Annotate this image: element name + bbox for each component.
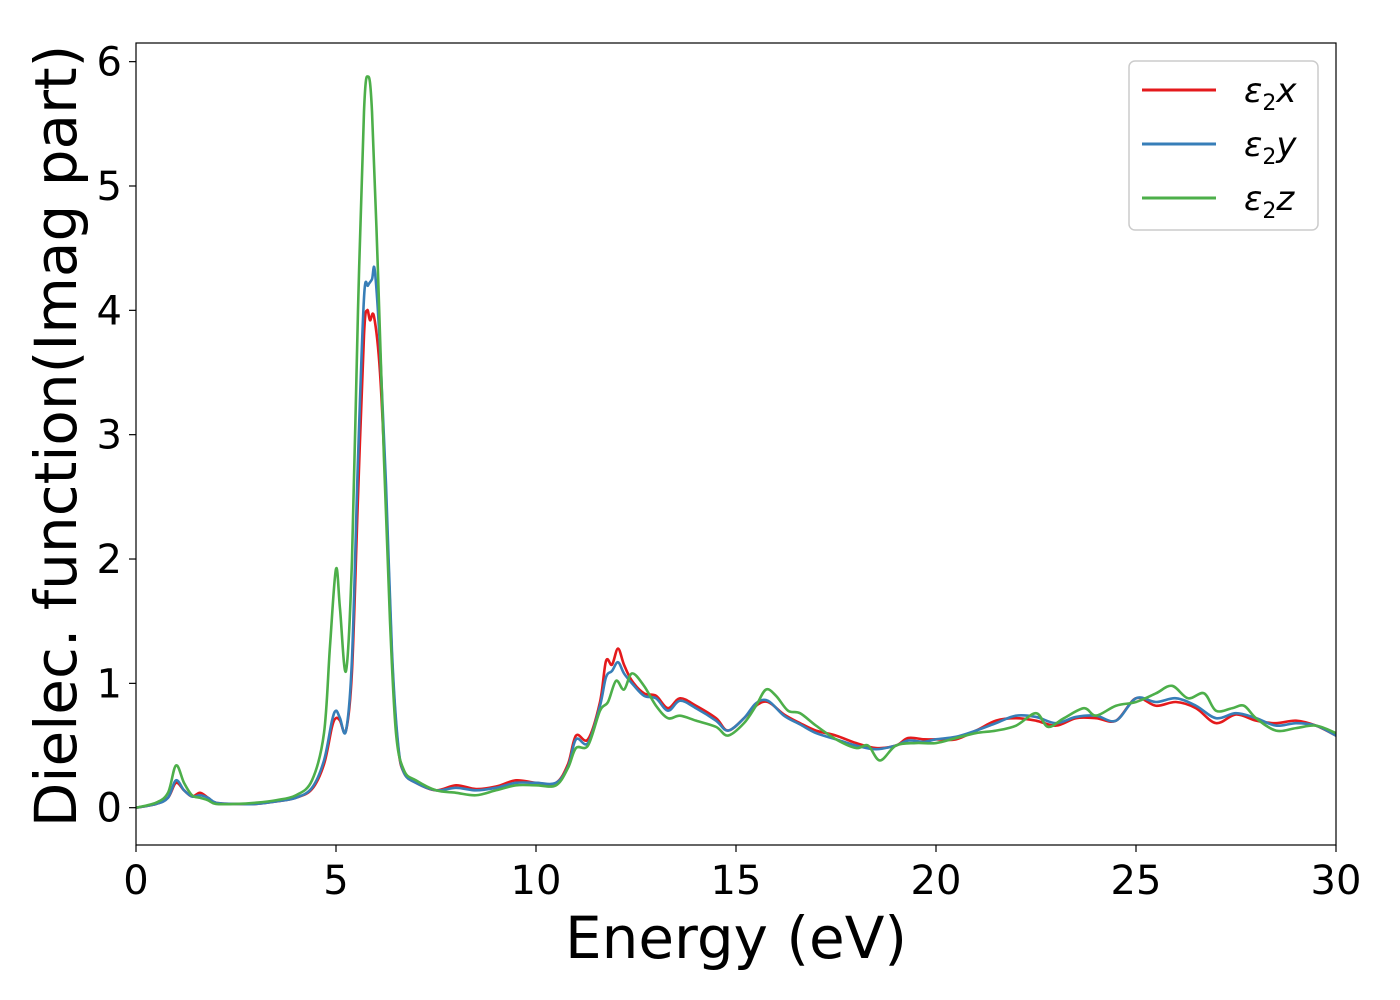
y-tick-label: 2 (97, 537, 122, 583)
y-axis-title: Dielec. function(Imag part) (22, 45, 90, 828)
x-tick-label: 5 (323, 858, 348, 904)
x-tick-label: 15 (711, 858, 762, 904)
y-tick-label: 1 (97, 661, 122, 707)
y-tick-label: 6 (97, 40, 122, 86)
y-tick-label: 0 (97, 786, 122, 832)
x-tick-label: 30 (1311, 858, 1362, 904)
legend: ε2x ε2y ε2z (1128, 60, 1319, 231)
legend-box (1128, 60, 1319, 231)
y-axis: 0 1 2 3 4 5 6 (97, 40, 136, 832)
legend-entry: ε2y (1244, 125, 1297, 170)
x-axis-title: Energy (eV) (565, 904, 907, 972)
legend-entry: ε2z (1244, 179, 1295, 224)
x-tick-label: 0 (123, 858, 148, 904)
series-line-z (136, 75, 1336, 809)
y-tick-label: 3 (97, 413, 122, 459)
x-tick-label: 20 (911, 858, 962, 904)
series-layer (136, 75, 1336, 809)
y-tick-label: 4 (97, 288, 122, 334)
legend-entry: ε2x (1244, 71, 1297, 116)
x-tick-label: 10 (511, 858, 562, 904)
x-axis: 0 5 10 15 20 25 30 (123, 845, 1361, 904)
y-tick-label: 5 (97, 164, 122, 210)
x-tick-label: 25 (1111, 858, 1162, 904)
